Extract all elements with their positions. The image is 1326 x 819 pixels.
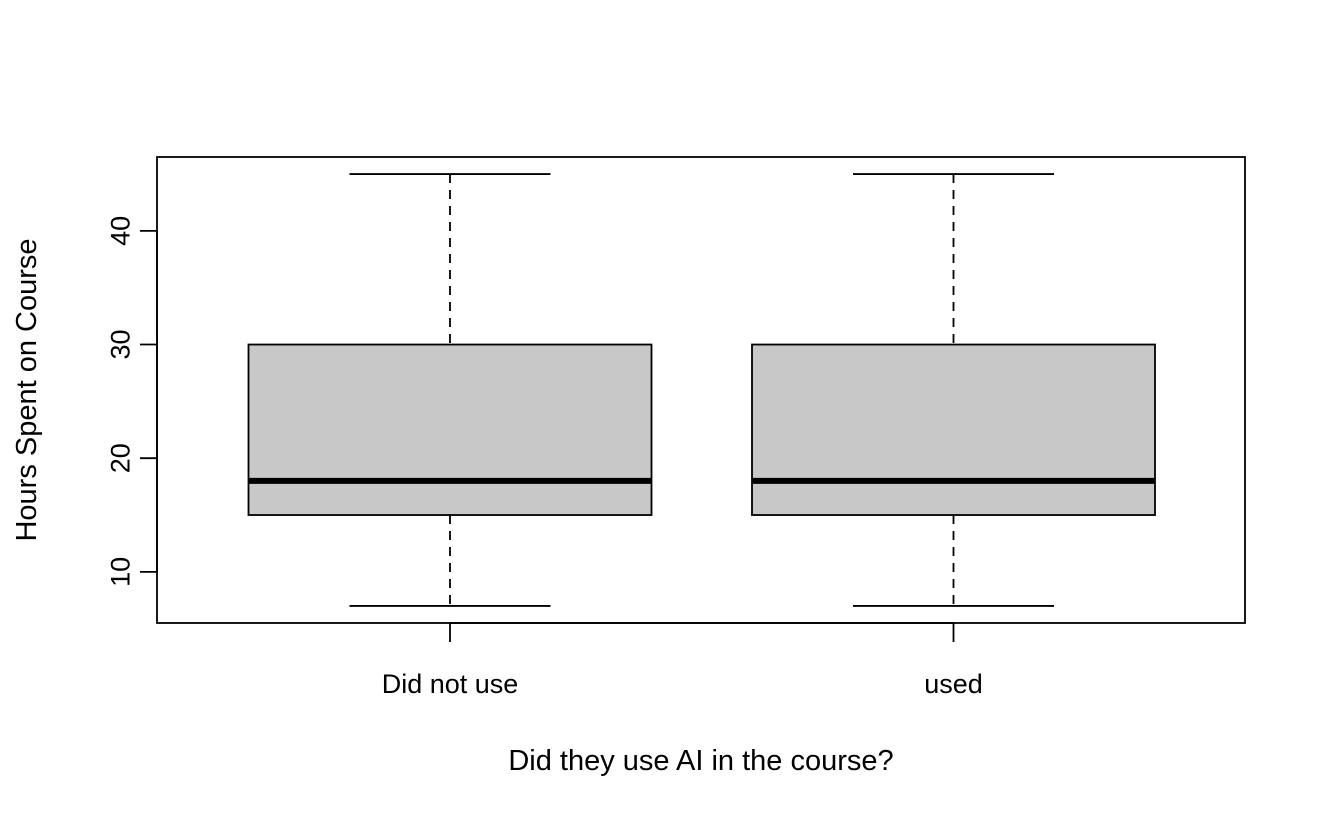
y-axis-title: Hours Spent on Course (11, 238, 43, 541)
x-tick-label: used (924, 669, 983, 699)
x-axis: Did not use used (382, 622, 983, 699)
y-axis: 10 20 30 40 (105, 216, 158, 587)
y-tick-label: 40 (105, 216, 135, 246)
interquartile-box (751, 343, 1156, 516)
y-tick-label: 20 (105, 443, 135, 473)
x-tick-label: Did not use (382, 669, 519, 699)
box-1 (247, 173, 653, 607)
interquartile-box (247, 343, 653, 516)
box-series (247, 173, 1156, 607)
y-tick-label: 30 (105, 330, 135, 360)
x-axis-title: Did they use AI in the course? (508, 745, 893, 777)
box-2 (751, 173, 1156, 607)
y-tick-label: 10 (105, 557, 135, 587)
